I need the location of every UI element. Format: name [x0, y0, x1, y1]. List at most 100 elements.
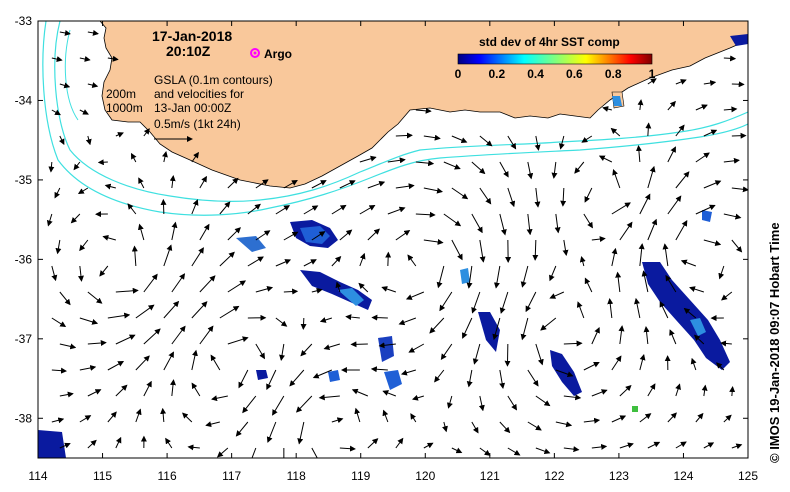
velocity-arrow	[682, 261, 696, 266]
velocity-arrow	[88, 390, 101, 396]
velocity-arrow	[299, 422, 304, 443]
velocity-arrow	[320, 396, 340, 398]
x-tick-label: 114	[28, 469, 47, 483]
velocity-arrow	[424, 240, 443, 243]
velocity-arrow	[496, 266, 500, 288]
velocity-arrow	[139, 178, 144, 188]
velocity-arrow	[52, 58, 62, 60]
y-tick-label: -34	[15, 93, 33, 107]
velocity-arrow	[88, 343, 106, 344]
velocity-arrow	[613, 170, 619, 188]
velocity-arrow	[80, 58, 90, 60]
velocity-arrow	[136, 305, 154, 318]
colorbar-tick-label: 0.4	[527, 67, 544, 81]
velocity-arrow	[724, 160, 739, 162]
y-tick-label: -33	[15, 14, 33, 28]
velocity-arrow	[648, 123, 649, 136]
velocity-arrow	[563, 188, 564, 206]
velocity-arrow	[276, 260, 290, 266]
velocity-arrow	[435, 370, 444, 382]
velocity-arrow	[88, 84, 97, 86]
velocity-arrow	[144, 329, 160, 344]
contour-label-1000m: 1000m	[106, 101, 143, 115]
velocity-arrow	[74, 162, 80, 169]
velocity-arrow	[416, 214, 435, 215]
velocity-arrow	[612, 356, 621, 370]
velocity-arrow	[172, 380, 174, 396]
velocity-arrow	[636, 299, 640, 318]
velocity-arrow	[239, 370, 248, 387]
velocity-arrow	[500, 370, 503, 388]
velocity-arrow	[696, 414, 703, 422]
velocity-arrow	[360, 205, 375, 214]
velocity-arrow	[536, 448, 550, 453]
velocity-arrow	[58, 240, 60, 253]
velocity-arrow	[273, 396, 284, 415]
velocity-arrow	[88, 292, 102, 303]
velocity-arrow	[48, 214, 52, 226]
velocity-arrow	[408, 255, 416, 266]
velocity-arrow	[620, 444, 633, 448]
velocity-arrow	[136, 409, 141, 422]
velocity-arrow	[80, 416, 91, 422]
velocity-arrow	[480, 240, 484, 262]
velocity-arrow	[639, 146, 640, 162]
velocity-arrow	[116, 133, 123, 136]
gsla-note-line2: and velocities for	[154, 87, 244, 101]
velocity-arrow	[228, 178, 238, 188]
x-tick-label: 121	[480, 469, 500, 483]
velocity-arrow	[556, 422, 571, 425]
velocity-arrow	[382, 287, 396, 292]
x-tick-label: 123	[609, 469, 629, 483]
velocity-arrow	[501, 292, 508, 313]
y-tick-label: -38	[15, 411, 33, 425]
velocity-arrow	[312, 290, 322, 292]
velocity-arrow	[444, 422, 446, 431]
velocity-arrow	[52, 266, 56, 280]
velocity-arrow	[474, 344, 479, 364]
velocity-arrow	[610, 299, 612, 318]
velocity-arrow	[575, 162, 584, 173]
velocity-arrow	[236, 422, 247, 436]
velocity-arrow	[200, 276, 215, 292]
velocity-arrow	[384, 411, 388, 422]
velocity-arrow	[640, 355, 644, 370]
velocity-arrow	[103, 236, 116, 240]
velocity-arrow	[732, 188, 748, 190]
velocity-arrow	[172, 326, 185, 344]
velocity-arrow	[603, 108, 612, 110]
velocity-arrow	[612, 203, 630, 214]
velocity-arrow	[704, 181, 721, 188]
velocity-arrow	[472, 162, 485, 173]
velocity-arrow	[732, 445, 742, 448]
velocity-arrow	[696, 153, 709, 162]
velocity-arrow	[536, 344, 542, 364]
velocity-arrow	[396, 439, 403, 448]
velocity-arrow	[396, 186, 414, 188]
argo-label: Argo	[264, 47, 292, 61]
velocity-arrow	[676, 125, 684, 136]
velocity-arrow	[100, 266, 108, 276]
velocity-arrow	[402, 370, 416, 374]
velocity-arrow	[116, 290, 138, 292]
gsla-note-line3: 13-Jan 00:00Z	[154, 101, 231, 115]
velocity-arrow	[676, 80, 686, 84]
velocity-arrow	[372, 317, 388, 318]
velocity-arrow	[648, 167, 654, 188]
velocity-arrow	[80, 367, 95, 370]
velocity-arrow	[164, 302, 179, 318]
velocity-arrow	[416, 162, 433, 164]
velocity-arrow	[536, 396, 550, 406]
velocity-arrow	[164, 152, 166, 162]
velocity-arrow	[668, 413, 676, 422]
velocity-arrow	[356, 409, 360, 422]
colorbar-tick-label: 0.8	[605, 67, 622, 81]
velocity-arrow	[480, 396, 483, 410]
colorbar-tick-label: 1	[649, 67, 656, 81]
x-tick-label: 117	[222, 469, 241, 483]
velocity-arrow	[463, 318, 472, 338]
velocity-arrow	[668, 147, 676, 162]
x-tick-label: 118	[287, 469, 306, 483]
velocity-arrow	[60, 136, 64, 144]
